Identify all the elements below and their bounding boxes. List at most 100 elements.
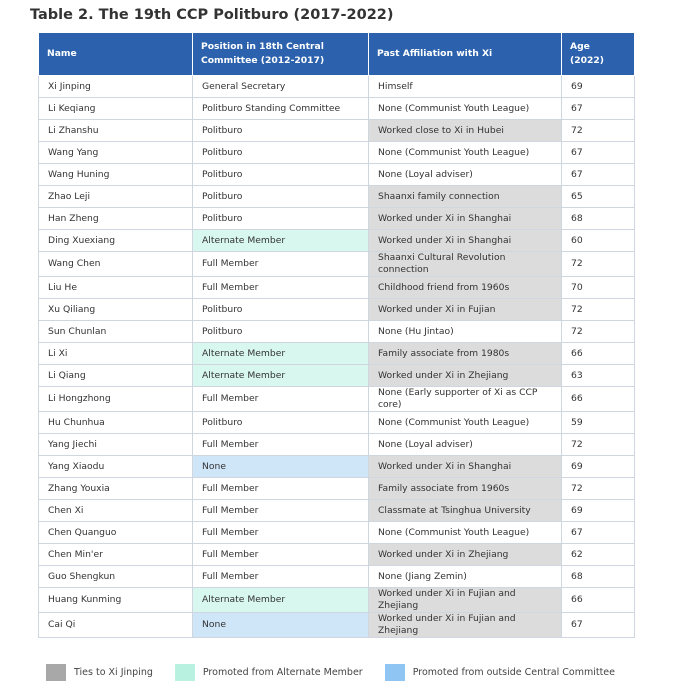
cell: Politburo — [192, 141, 369, 164]
cell: 72 — [561, 251, 635, 277]
cell: 67 — [561, 163, 635, 186]
table-row: Zhang Youxia Full Member Family associate … — [38, 477, 635, 500]
cell: Chen Xi — [38, 499, 193, 522]
header-cell: Past Affiliation with Xi — [368, 32, 562, 76]
table-row: Li Qiang Alternate Member Worked under Xi … — [38, 364, 635, 387]
cell: Hu Chunhua — [38, 411, 193, 434]
cell: Yang Xiaodu — [38, 455, 193, 478]
cell: Worked under Xi in Fujian and Zhejiang — [368, 587, 562, 613]
table-row: Yang Xiaodu None Worked under Xi in Shangh… — [38, 455, 635, 478]
table-row: Li Xi Alternate Member Family associate fr… — [38, 342, 635, 365]
cell: Wang Chen — [38, 251, 193, 277]
header-cell: Position in 18th Central Committee (2012… — [192, 32, 369, 76]
cell: Politburo — [192, 320, 369, 343]
cell: Full Member — [192, 276, 369, 299]
cell: Politburo — [192, 411, 369, 434]
cell: None (Communist Youth League) — [368, 521, 562, 544]
cell: Politburo Standing Committee — [192, 97, 369, 120]
cell: General Secretary — [192, 75, 369, 98]
table-row: Li Hongzhong Full Member None (Early suppo… — [38, 386, 635, 412]
cell: Classmate at Tsinghua University — [368, 499, 562, 522]
cell: 59 — [561, 411, 635, 434]
cell: Chen Min'er — [38, 543, 193, 566]
cell: Li Xi — [38, 342, 193, 365]
cell: Full Member — [192, 477, 369, 500]
table-row: Ding Xuexiang Alternate Member Worked unde… — [38, 229, 635, 252]
cell: Xu Qiliang — [38, 298, 193, 321]
legend: Ties to Xi Jinping Promoted from Alterna… — [46, 664, 637, 681]
table-row: Li Zhanshu Politburo Worked close to Xi in… — [38, 119, 635, 142]
cell: 67 — [561, 141, 635, 164]
cell: 69 — [561, 75, 635, 98]
cell: Politburo — [192, 185, 369, 208]
cell: Worked under Xi in Shanghai — [368, 207, 562, 230]
cell: None (Hu Jintao) — [368, 320, 562, 343]
cell: 68 — [561, 207, 635, 230]
cell: Cai Qi — [38, 612, 193, 638]
legend-swatch — [46, 664, 66, 681]
cell: Politburo — [192, 298, 369, 321]
table-row: Zhao Leji Politburo Shaanxi family connect… — [38, 185, 635, 208]
cell: Yang Jiechi — [38, 433, 193, 456]
title: Table 2. The 19th CCP Politburo (2017-20… — [30, 7, 394, 23]
cell: None (Communist Youth League) — [368, 141, 562, 164]
table-row: Han Zheng Politburo Worked under Xi in Sha… — [38, 207, 635, 230]
cell: 69 — [561, 455, 635, 478]
cell: 62 — [561, 543, 635, 566]
cell: None — [192, 455, 369, 478]
cell: None (Loyal adviser) — [368, 163, 562, 186]
cell: Childhood friend from 1960s — [368, 276, 562, 299]
table-row: Wang Yang Politburo None (Communist Youth … — [38, 141, 635, 164]
table: Name Position in 18th Central Committee … — [38, 32, 635, 638]
header-cell: Name — [38, 32, 193, 76]
cell: Alternate Member — [192, 229, 369, 252]
cell: 72 — [561, 298, 635, 321]
legend-label: Ties to Xi Jinping — [74, 667, 153, 678]
cell: None (Early supporter of Xi as CCP core) — [368, 386, 562, 412]
cell: Alternate Member — [192, 342, 369, 365]
cell: Li Zhanshu — [38, 119, 193, 142]
cell: Full Member — [192, 543, 369, 566]
cell: Family associate from 1960s — [368, 477, 562, 500]
legend-label: Promoted from outside Central Committee — [412, 667, 615, 678]
legend-label: Promoted from Alternate Member — [202, 667, 363, 678]
cell: Politburo — [192, 163, 369, 186]
header-row: Name Position in 18th Central Committee … — [38, 32, 635, 76]
cell: None (Communist Youth League) — [368, 97, 562, 120]
cell: Worked under Xi in Shanghai — [368, 229, 562, 252]
cell: Li Qiang — [38, 364, 193, 387]
cell: Full Member — [192, 565, 369, 588]
cell: Worked close to Xi in Hubei — [368, 119, 562, 142]
cell: 72 — [561, 119, 635, 142]
header-cell: Age (2022) — [561, 32, 635, 76]
cell: Worked under Xi in Zhejiang — [368, 543, 562, 566]
cell: Full Member — [192, 433, 369, 456]
table-row: Guo Shengkun Full Member None (Jiang Zemin… — [38, 565, 635, 588]
cell: Alternate Member — [192, 587, 369, 613]
cell: Liu He — [38, 276, 193, 299]
table-row: Yang Jiechi Full Member None (Loyal advise… — [38, 433, 635, 456]
cell: 72 — [561, 320, 635, 343]
cell: 67 — [561, 612, 635, 638]
cell: Guo Shengkun — [38, 565, 193, 588]
cell: Himself — [368, 75, 562, 98]
table-row: Huang Kunming Alternate Member Worked unde… — [38, 587, 635, 613]
cell: Wang Huning — [38, 163, 193, 186]
cell: Full Member — [192, 251, 369, 277]
table-row: Li Keqiang Politburo Standing Committee No… — [38, 97, 635, 120]
cell: Shaanxi family connection — [368, 185, 562, 208]
table-row: Xu Qiliang Politburo Worked under Xi in Fu… — [38, 298, 635, 321]
cell: 69 — [561, 499, 635, 522]
cell: 66 — [561, 386, 635, 412]
table-row: Chen Quanguo Full Member None (Communist Y… — [38, 521, 635, 544]
cell: Han Zheng — [38, 207, 193, 230]
cell: None (Communist Youth League) — [368, 411, 562, 434]
cell: 68 — [561, 565, 635, 588]
table-row: Sun Chunlan Politburo None (Hu Jintao) 72 — [38, 320, 635, 343]
cell: 72 — [561, 433, 635, 456]
cell: Politburo — [192, 207, 369, 230]
table-row: Wang Chen Full Member Shaanxi Cultural Rev… — [38, 251, 635, 277]
cell: Xi Jinping — [38, 75, 193, 98]
cell: 72 — [561, 477, 635, 500]
